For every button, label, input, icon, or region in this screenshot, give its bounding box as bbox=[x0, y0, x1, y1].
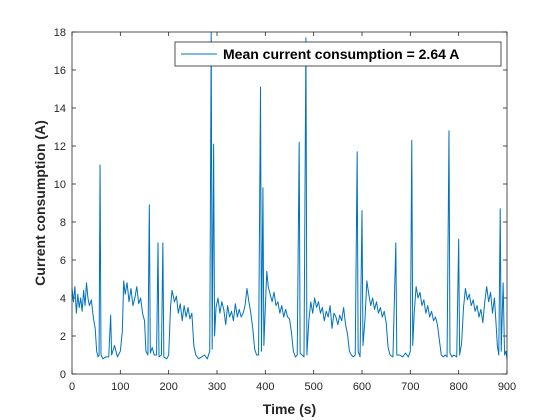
axes-box bbox=[71, 31, 508, 375]
y-tick-label: 14 bbox=[54, 103, 66, 115]
y-axis-label: Current consumption (A) bbox=[32, 120, 48, 286]
x-tick-label: 300 bbox=[208, 381, 226, 393]
ticks: 0 100 200 300 400 500 600 700 800 900 0 2 4 6 8 10 12 14 1… bbox=[54, 27, 516, 393]
x-tick-label: 700 bbox=[401, 381, 419, 393]
x-tick-label: 600 bbox=[353, 381, 371, 393]
y-tick-label: 4 bbox=[60, 293, 66, 305]
data-line bbox=[71, 31, 508, 360]
lines bbox=[71, 31, 508, 360]
legend-box bbox=[174, 41, 502, 67]
x-axis-label: Time (s) bbox=[263, 401, 316, 417]
x-tick-label: 800 bbox=[449, 381, 467, 393]
x-tick-label: 200 bbox=[159, 381, 177, 393]
x-tick-label: 100 bbox=[111, 381, 129, 393]
y-tick-label: 18 bbox=[54, 27, 66, 39]
y-tick-label: 12 bbox=[54, 141, 66, 153]
x-tick-label: 500 bbox=[304, 381, 322, 393]
x-tick-label: 900 bbox=[498, 381, 516, 393]
legend-label: Mean current consumption = 2.64 A bbox=[223, 46, 459, 62]
x-tick-label: 400 bbox=[256, 381, 274, 393]
x-tick-label: 0 bbox=[69, 381, 75, 393]
y-tick-label: 6 bbox=[60, 255, 66, 267]
legend: Mean current consumption = 2.64 A bbox=[174, 41, 502, 67]
plot-area bbox=[72, 32, 507, 374]
y-tick-label: 16 bbox=[54, 65, 66, 77]
y-tick-label: 0 bbox=[60, 369, 66, 381]
y-tick-label: 10 bbox=[54, 179, 66, 191]
y-tick-label: 8 bbox=[60, 217, 66, 229]
y-tick-label: 2 bbox=[60, 331, 66, 343]
